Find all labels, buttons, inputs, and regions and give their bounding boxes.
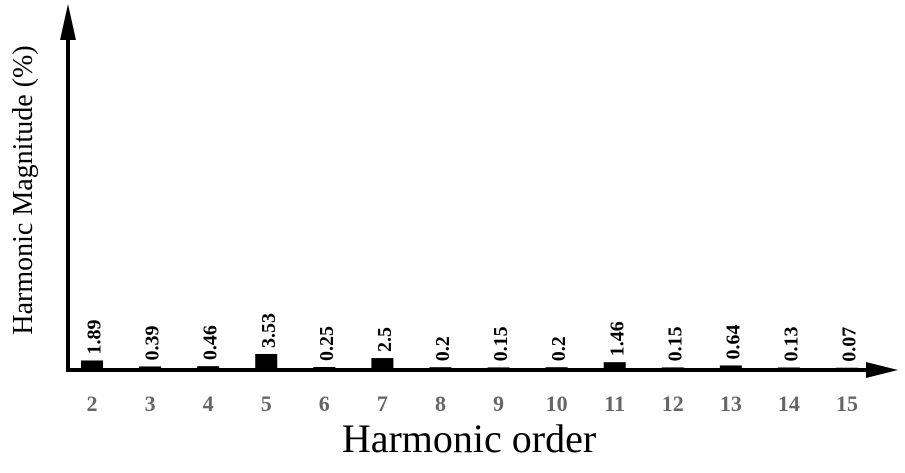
x-tick-label: 9 [493,391,504,416]
bar [255,353,278,368]
x-tick-label: 11 [604,391,625,416]
value-label: 0.39 [142,325,164,360]
value-label: 0.25 [316,326,338,361]
value-label: 0.15 [664,326,686,361]
x-tick-label: 5 [261,391,272,416]
x-tick-label: 14 [778,391,800,416]
value-label: 0.64 [722,324,744,359]
x-tick-label: 13 [720,391,742,416]
value-label: 0.13 [781,326,803,361]
x-tick-label: 4 [203,391,214,416]
value-label: 0.15 [490,326,512,361]
y-axis-arrow [60,4,76,40]
x-tick-label: 15 [836,391,858,416]
bar [139,366,162,368]
bar [661,367,684,368]
value-label: 2.5 [374,327,396,352]
y-axis-title: Harmonic Magnitude (%) [8,45,39,334]
value-label: 1.89 [84,319,106,354]
bar [371,358,394,368]
bar [197,366,220,368]
bar [603,362,626,368]
bar [487,367,510,368]
value-label: 0.46 [200,325,222,360]
value-label: 0.2 [432,336,454,361]
x-tick-label: 10 [546,391,568,416]
value-label: 0.2 [548,336,570,361]
x-tick-label: 6 [319,391,330,416]
x-tick-label: 3 [145,391,156,416]
x-axis-arrow [866,362,898,378]
bar [429,367,452,368]
bar [313,367,336,368]
bar [777,367,800,368]
x-tick-label: 7 [377,391,388,416]
bar [545,367,568,368]
bar [719,365,742,368]
bar [81,360,103,368]
x-tick-label: 8 [435,391,446,416]
x-axis-title: Harmonic order [342,416,596,461]
value-label: 1.46 [606,321,628,356]
x-tick-label: 2 [87,391,98,416]
value-label: 3.53 [258,313,280,348]
x-tick-label: 12 [662,391,684,416]
value-label: 0.07 [839,327,861,362]
